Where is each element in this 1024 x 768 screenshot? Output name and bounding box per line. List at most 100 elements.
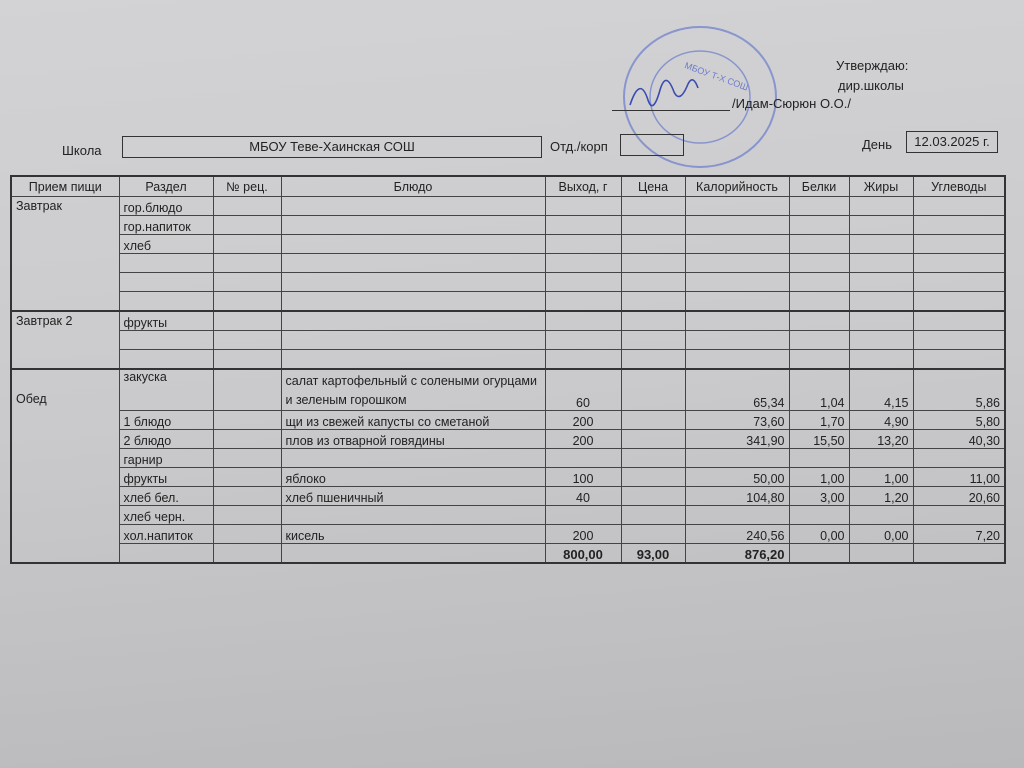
table-row [11,349,1006,370]
yield-cell [544,310,622,331]
protein-cell [788,215,850,235]
carbs-cell [912,505,1006,525]
carbs-cell: 40,30 [912,429,1006,449]
fat-cell [848,234,914,254]
yield-cell: 200 [544,410,622,430]
fat-cell [848,330,914,350]
table-row [11,291,1006,312]
carbs-cell: 5,86 [912,368,1006,411]
column-header: № рец. [212,175,282,197]
dish-cell [280,349,546,370]
price-cell [620,310,686,331]
kcal-cell: 341,90 [684,429,790,449]
empty-cell [118,543,214,564]
menu-table: Прием пищи Раздел № рец. Блюдо Выход, г Цена К… [10,175,1006,564]
carbs-cell [912,272,1006,292]
column-header: Жиры [848,175,914,197]
fat-cell [848,253,914,273]
recipe-cell [212,448,282,468]
signature-line [612,110,730,111]
section-cell: фрукты [118,310,214,331]
meal-name: Обед [10,368,120,564]
carbs-cell: 7,20 [912,524,1006,544]
price-cell [620,368,686,411]
price-cell [620,234,686,254]
table-row: 1 блюдо щи из свежей капусты со сметаной 2… [11,410,1006,430]
table-row: хлеб бел. хлеб пшеничный 40 104,80 3,00 1,20 2… [11,486,1006,506]
dish-cell [280,448,546,468]
recipe-cell [212,330,282,350]
kcal-cell [684,234,790,254]
section-cell: хол.напиток [118,524,214,544]
carbs-cell: 11,00 [912,467,1006,487]
carbs-cell: 20,60 [912,486,1006,506]
yield-cell [544,505,622,525]
column-header: Прием пищи [10,175,120,197]
table-row: гарнир [11,448,1006,468]
day-field: 12.03.2025 г. [906,131,998,153]
yield-cell [544,272,622,292]
approval-title: Утверждаю: [836,58,909,73]
yield-cell [544,196,622,216]
dish-cell [280,291,546,312]
school-field: МБОУ Теве-Хаинская СОШ [122,136,542,158]
price-cell [620,215,686,235]
carbs-cell [912,330,1006,350]
yield-cell: 60 [544,368,622,411]
meal-name: Завтрак 2 [10,310,120,370]
dept-field [620,134,684,156]
kcal-cell [684,349,790,370]
yield-cell: 40 [544,486,622,506]
dish-cell: салат картофельный с солеными огурцами и… [280,368,546,411]
yield-cell: 100 [544,467,622,487]
section-cell: фрукты [118,467,214,487]
meal-name: Завтрак [10,196,120,312]
protein-cell [788,253,850,273]
column-header: Цена [620,175,686,197]
dish-cell: хлеб пшеничный [280,486,546,506]
dish-cell [280,330,546,350]
yield-cell [544,330,622,350]
carbs-cell [912,196,1006,216]
protein-cell [788,272,850,292]
total-yield: 800,00 [544,543,622,564]
kcal-cell: 65,34 [684,368,790,411]
table-row [11,330,1006,350]
column-header: Раздел [118,175,214,197]
school-stamp: МБОУ Т-Х СОШ [623,26,777,168]
dish-cell [280,215,546,235]
svg-text:МБОУ Т-Х СОШ: МБОУ Т-Х СОШ [683,60,749,92]
empty-cell [912,543,1006,564]
fat-cell: 4,90 [848,410,914,430]
protein-cell [788,349,850,370]
school-label: Школа [62,143,102,158]
price-cell [620,330,686,350]
yield-cell [544,253,622,273]
kcal-cell [684,310,790,331]
price-cell [620,486,686,506]
carbs-cell [912,291,1006,312]
protein-cell: 3,00 [788,486,850,506]
approval-position: дир.школы [838,78,904,93]
empty-cell [212,543,282,564]
fat-cell [848,196,914,216]
fat-cell [848,291,914,312]
dish-cell: плов из отварной говядины [280,429,546,449]
recipe-cell [212,486,282,506]
approval-signer: /Идам-Сюрюн О.О./ [732,96,852,111]
section-cell: закуска [118,368,214,411]
protein-cell [788,330,850,350]
price-cell [620,196,686,216]
table-row: гор.напиток [11,215,1006,235]
yield-cell: 200 [544,524,622,544]
column-header: Выход, г [544,175,622,197]
kcal-cell [684,215,790,235]
protein-cell [788,505,850,525]
column-header: Блюдо [280,175,546,197]
recipe-cell [212,215,282,235]
kcal-cell [684,196,790,216]
protein-cell: 1,04 [788,368,850,411]
total-price: 93,00 [620,543,686,564]
kcal-cell [684,272,790,292]
price-cell [620,524,686,544]
